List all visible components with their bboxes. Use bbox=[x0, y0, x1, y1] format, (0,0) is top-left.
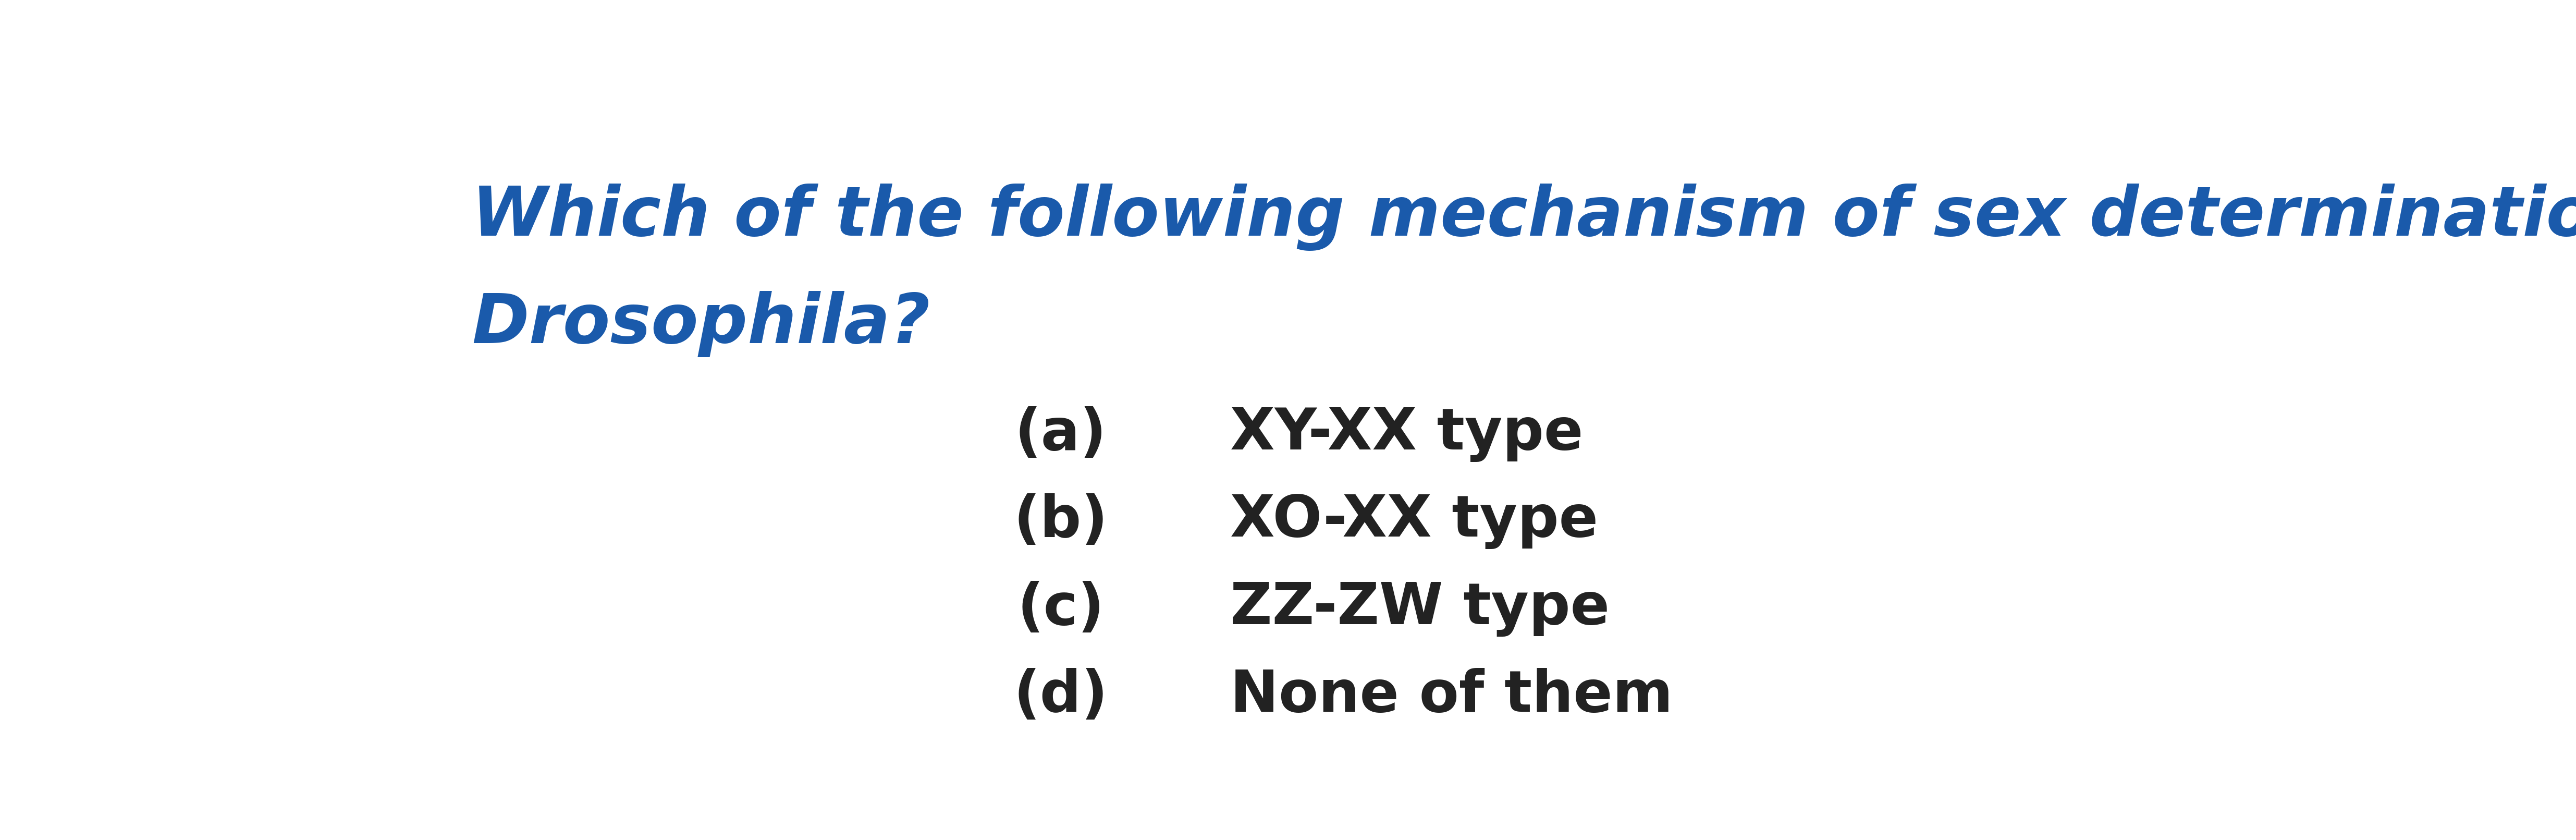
Text: Which of the following mechanism of sex determination is shown by: Which of the following mechanism of sex … bbox=[471, 184, 2576, 251]
Text: None of them: None of them bbox=[1231, 668, 1672, 724]
Text: ZZ-ZW type: ZZ-ZW type bbox=[1231, 580, 1610, 637]
Text: Drosophila?: Drosophila? bbox=[471, 291, 930, 357]
Text: (c): (c) bbox=[1018, 580, 1105, 637]
Text: (b): (b) bbox=[1012, 493, 1108, 549]
Text: (d): (d) bbox=[1012, 668, 1108, 724]
Text: XY-XX type: XY-XX type bbox=[1231, 406, 1584, 462]
Text: XO-XX type: XO-XX type bbox=[1231, 493, 1597, 549]
Text: (a): (a) bbox=[1015, 406, 1108, 462]
